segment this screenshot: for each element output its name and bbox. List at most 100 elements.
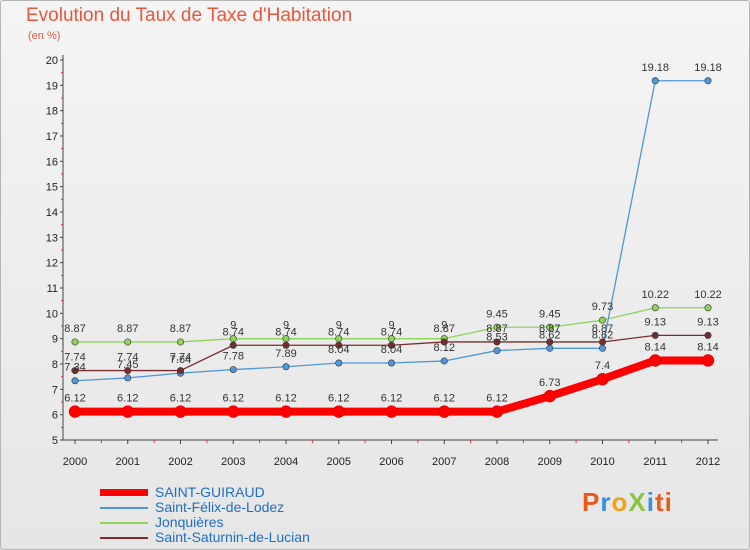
- data-point: [124, 374, 132, 382]
- data-point: [335, 359, 343, 367]
- data-label: 8.74: [381, 326, 402, 338]
- data-point: [493, 323, 501, 331]
- data-label: 8.87: [592, 323, 613, 335]
- x-tick-label: 2002: [168, 456, 192, 468]
- data-point: [440, 357, 448, 365]
- y-tick-label: 17: [46, 131, 58, 143]
- chart-axes: 5 6 7 8 9 10 11 12 13 14 15 16 17 18 19 20 2000 2001 2002 2…: [46, 55, 720, 468]
- data-point: [651, 304, 659, 312]
- data-point: [598, 338, 606, 346]
- series-points: [68, 77, 715, 418]
- logo-letter: r: [600, 487, 612, 517]
- data-point: [282, 363, 290, 371]
- data-label: 9.13: [645, 316, 666, 328]
- chart-subtitle: (en %): [28, 30, 61, 42]
- data-label: 8.14: [645, 341, 666, 353]
- data-point: [279, 405, 293, 418]
- data-point: [649, 354, 662, 367]
- data-point: [387, 359, 395, 367]
- y-tick-label: 12: [46, 258, 58, 270]
- data-point: [385, 405, 398, 418]
- data-label: 9: [441, 320, 447, 332]
- data-label: 10.22: [694, 289, 722, 301]
- x-tick-label: 2008: [485, 456, 509, 468]
- data-label: 9: [388, 320, 394, 332]
- logo-letter: ti: [654, 487, 673, 517]
- x-tick-label: 2007: [432, 456, 456, 468]
- data-label: 6.12: [223, 393, 244, 405]
- data-point: [124, 338, 132, 346]
- legend-swatch: [100, 489, 148, 496]
- data-label: 6.12: [64, 393, 85, 405]
- proxiti-logo: ProXiti: [582, 487, 673, 518]
- x-tick-label: 2005: [327, 456, 351, 468]
- data-point: [71, 338, 79, 346]
- data-label: 7.64: [170, 354, 191, 366]
- data-point: [438, 405, 451, 418]
- data-label: 8.87: [117, 323, 138, 335]
- data-label: 9: [230, 320, 236, 332]
- data-label: 7.45: [117, 359, 138, 371]
- legend-label: Saint-Saturnin-de-Lucian: [155, 529, 310, 545]
- data-point: [332, 405, 345, 418]
- data-label: 8.62: [539, 329, 560, 341]
- x-tick-label: 2003: [221, 456, 245, 468]
- data-point: [124, 367, 132, 375]
- data-point: [651, 331, 659, 339]
- logo-letter: X: [628, 487, 647, 517]
- data-label: 10.22: [641, 289, 669, 301]
- data-label: 19.18: [694, 62, 722, 74]
- data-point: [229, 341, 237, 349]
- y-tick-label: 16: [46, 156, 58, 168]
- y-tick-label: 14: [46, 207, 58, 219]
- data-point: [227, 405, 240, 418]
- y-tick-label: 6: [52, 410, 58, 422]
- data-point: [704, 331, 712, 339]
- data-label: 8.87: [539, 323, 560, 335]
- y-tick-label: 19: [46, 80, 58, 92]
- data-point: [335, 341, 343, 349]
- data-label: 8.87: [64, 323, 85, 335]
- legend-swatch: [100, 507, 148, 509]
- legend-swatch: [100, 537, 148, 539]
- data-point: [493, 338, 501, 346]
- data-point: [704, 304, 712, 312]
- data-label: 8.74: [223, 326, 244, 338]
- y-tick-label: 10: [46, 308, 58, 320]
- data-label: 8.87: [486, 323, 507, 335]
- logo-letter: o: [611, 487, 629, 517]
- data-point: [387, 341, 395, 349]
- data-label: 8.74: [275, 326, 296, 338]
- data-label: 6.12: [170, 393, 191, 405]
- data-label: 7.78: [223, 351, 244, 363]
- data-point: [598, 316, 606, 324]
- data-label: 9: [336, 320, 342, 332]
- data-point: [177, 367, 185, 375]
- x-tick-label: 2006: [379, 456, 403, 468]
- data-point: [68, 405, 82, 418]
- data-label: 7.74: [64, 352, 85, 364]
- data-point: [543, 389, 556, 403]
- data-point: [493, 347, 501, 355]
- chart-title: Evolution du Taux de Taxe d'Habitation: [26, 5, 353, 26]
- data-point: [546, 338, 554, 346]
- data-label: 9.45: [486, 308, 507, 320]
- data-point: [704, 77, 712, 85]
- data-point: [490, 405, 504, 418]
- x-tick-label: 2011: [643, 456, 667, 468]
- data-point: [282, 341, 290, 349]
- data-label: 6.12: [117, 393, 138, 405]
- x-tick-label: 2010: [590, 456, 614, 468]
- y-tick-label: 7: [52, 384, 58, 396]
- data-label: 6.12: [275, 393, 296, 405]
- data-label: 19.18: [641, 62, 669, 74]
- y-tick-label: 11: [47, 283, 58, 295]
- data-label: 8.04: [328, 344, 349, 356]
- data-label: 8.87: [434, 323, 455, 335]
- data-label: 9.73: [592, 301, 613, 313]
- data-label: 7.89: [275, 348, 296, 360]
- data-label: 8.04: [381, 344, 402, 356]
- data-point: [651, 77, 659, 85]
